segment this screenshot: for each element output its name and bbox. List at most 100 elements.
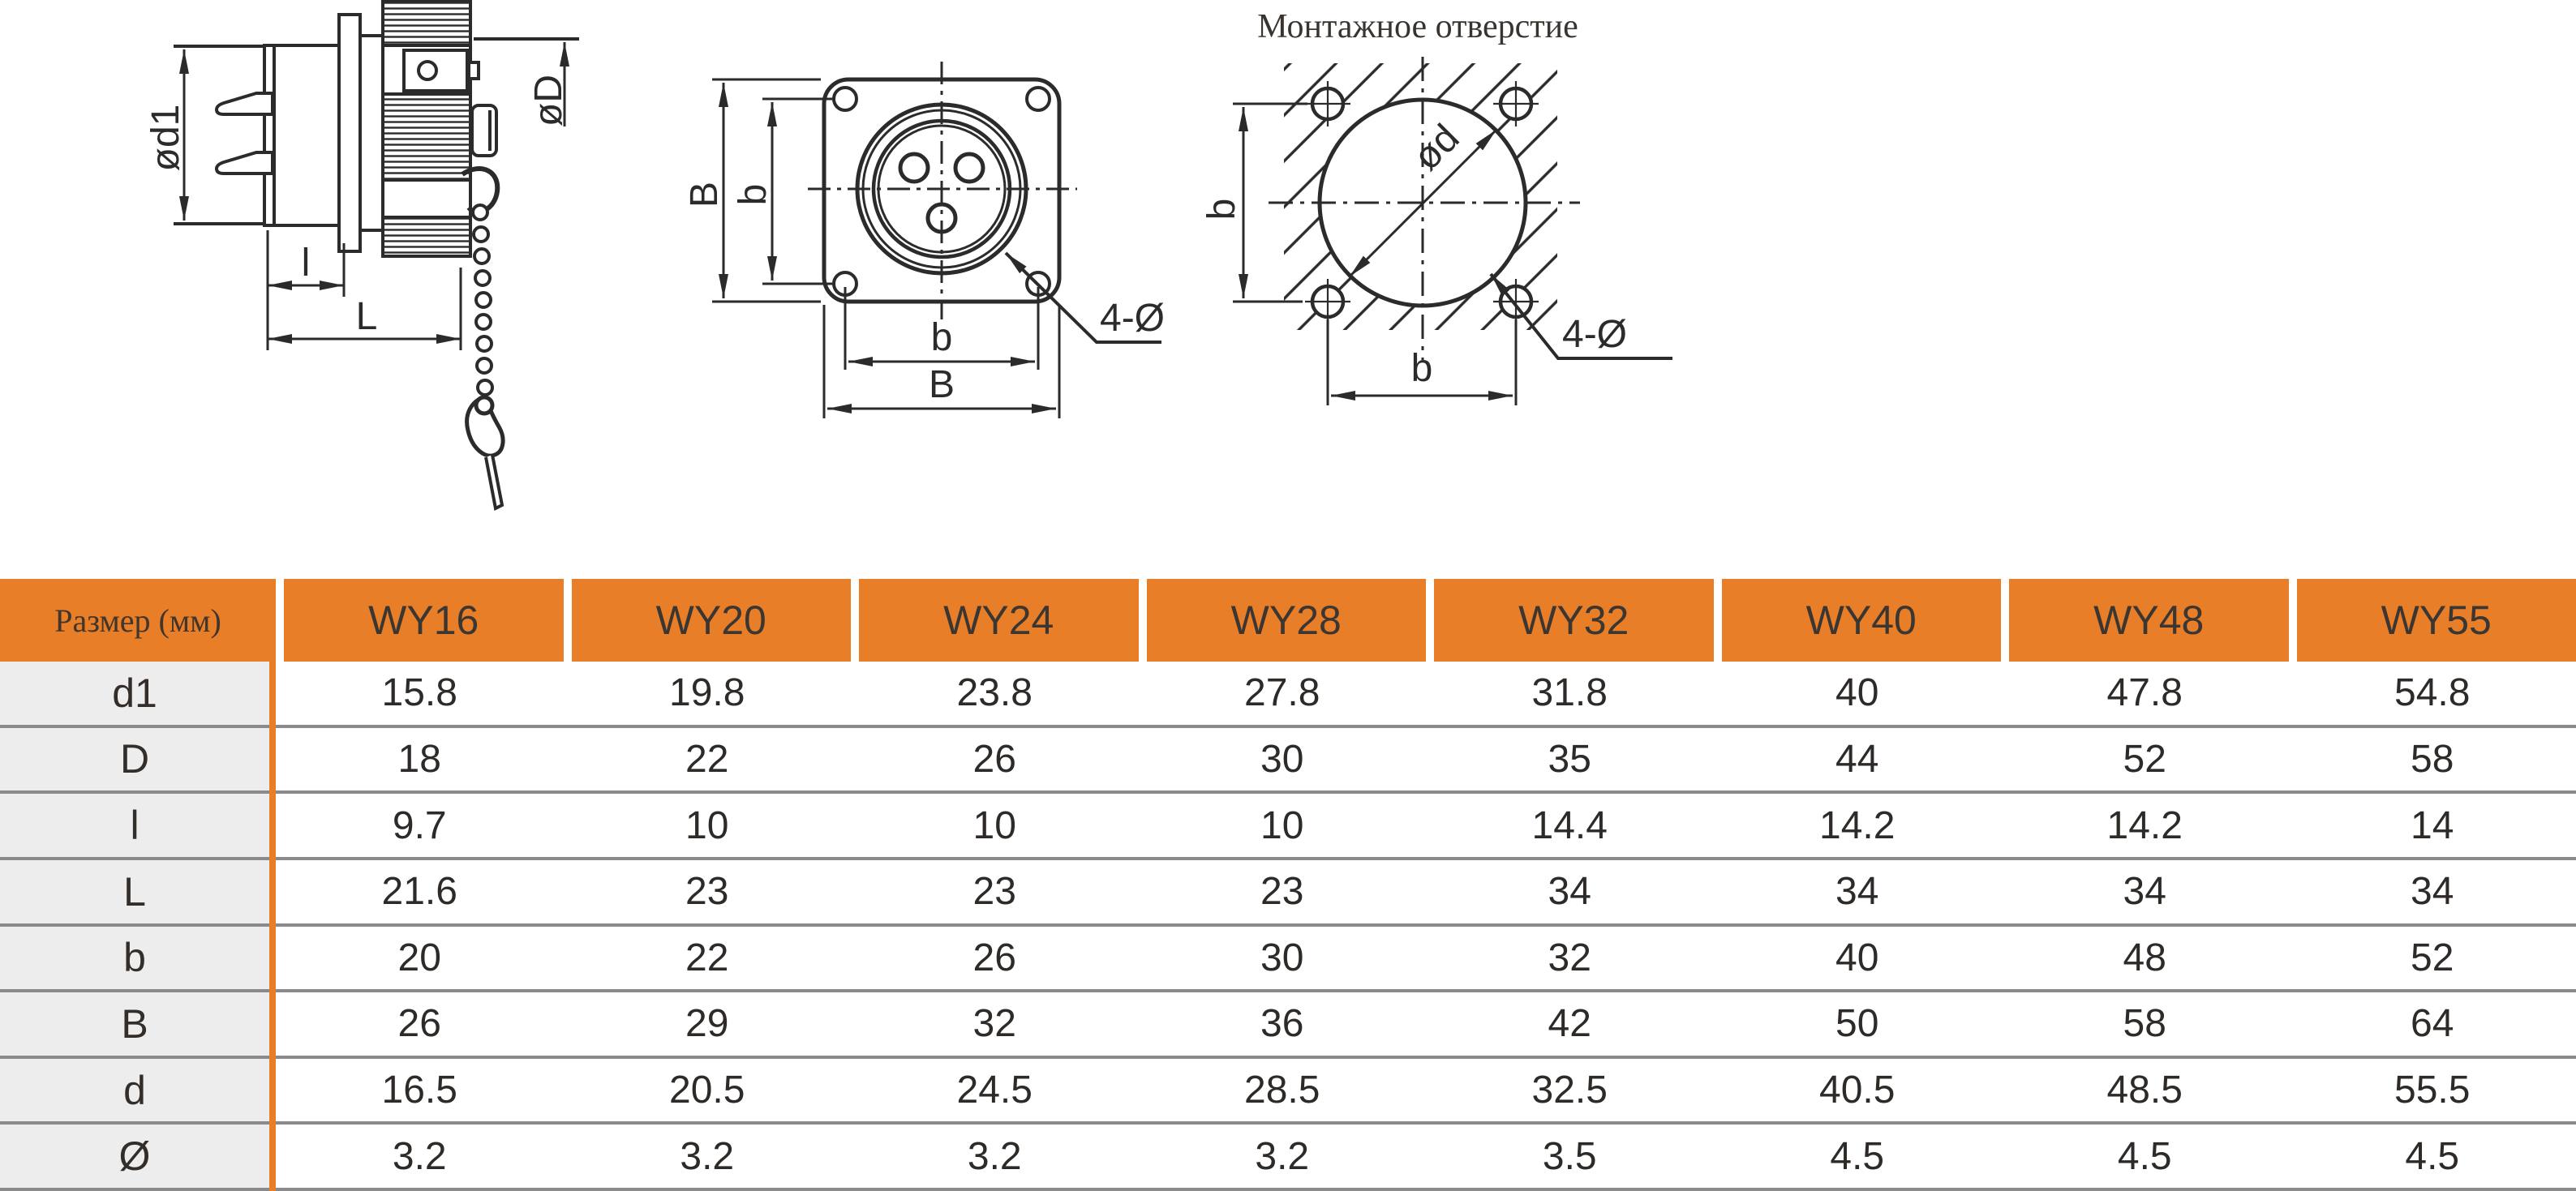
dim-label-B: B bbox=[683, 182, 726, 208]
side-button bbox=[470, 104, 498, 157]
value-cell: 20.5 bbox=[563, 1058, 851, 1125]
value-cell: 40.5 bbox=[1713, 1058, 2001, 1125]
screw-hole bbox=[417, 60, 438, 81]
value-cell: 14.2 bbox=[1713, 794, 2001, 860]
value-cell: 9.7 bbox=[276, 794, 564, 860]
value-cell: 23 bbox=[851, 859, 1139, 927]
plug-body bbox=[263, 44, 341, 227]
pin-hole bbox=[898, 152, 930, 184]
dim-ext-line bbox=[822, 287, 1061, 418]
table-row: b 20 22 26 30 32 40 48 52 bbox=[0, 926, 2576, 993]
column-header-wy40: WY40 bbox=[1721, 579, 2001, 662]
value-cell: 29 bbox=[563, 992, 851, 1059]
leader-line bbox=[1489, 272, 1672, 360]
table-body: d1 15.8 19.8 23.8 27.8 31.8 40 47.8 54.8 D 18 22 26 3… bbox=[0, 662, 2576, 1191]
dim-ext-line bbox=[712, 78, 821, 303]
value-cell: 58 bbox=[2288, 727, 2576, 795]
mounting-hole-drawing: Монтажное отверстие ød b b 4-Ø bbox=[1200, 8, 1672, 405]
value-cell: 42 bbox=[1426, 992, 1714, 1059]
dim-ext-line bbox=[1233, 102, 1307, 303]
value-cell: 26 bbox=[851, 926, 1139, 993]
accent-stripe bbox=[269, 1125, 276, 1191]
value-cell: 34 bbox=[2288, 859, 2576, 927]
value-cell: 10 bbox=[563, 794, 851, 860]
table-header-row: Размер (мм) WY16 WY20 WY24 WY28 WY32 WY40 WY48… bbox=[0, 579, 2576, 662]
value-cell: 3.2 bbox=[1138, 1125, 1426, 1191]
dim-label-b-bottom: b bbox=[931, 316, 953, 359]
accent-stripe bbox=[269, 727, 276, 795]
dim-line-d bbox=[1348, 128, 1498, 278]
dim-label-b: b bbox=[1200, 199, 1243, 221]
table-row: d1 15.8 19.8 23.8 27.8 31.8 40 47.8 54.8 bbox=[0, 662, 2576, 728]
value-cell: 34 bbox=[1713, 859, 2001, 927]
column-header-wy28: WY28 bbox=[1146, 579, 1426, 662]
column-header-wy55: WY55 bbox=[2296, 579, 2576, 662]
dim-label-L: L bbox=[356, 295, 378, 338]
value-cell: 40 bbox=[1713, 926, 2001, 993]
table-row: D 18 22 26 30 35 44 52 58 bbox=[0, 727, 2576, 795]
value-cell: 22 bbox=[563, 727, 851, 795]
value-cell: 30 bbox=[1138, 727, 1426, 795]
holes-note: 4-Ø bbox=[1100, 297, 1165, 340]
dim-label-b: b bbox=[732, 184, 775, 206]
value-cell: 32.5 bbox=[1426, 1058, 1714, 1125]
dim-ext-line bbox=[1326, 319, 1518, 405]
flange-front-view-drawing: B b b B 4-Ø bbox=[683, 62, 1165, 418]
column-header-wy16: WY16 bbox=[284, 579, 564, 662]
side-view-drawing: ød1 øD l L bbox=[144, 0, 579, 511]
column-header-wy48: WY48 bbox=[2009, 579, 2289, 662]
row-label: l bbox=[0, 794, 269, 860]
value-cell: 32 bbox=[851, 992, 1139, 1059]
row-label: Ø bbox=[0, 1125, 269, 1191]
dim-label-D: øD bbox=[527, 75, 570, 126]
cap-ring bbox=[474, 395, 495, 416]
value-cell: 32 bbox=[1426, 926, 1714, 993]
value-cell: 52 bbox=[2288, 926, 2576, 993]
leader-line bbox=[1004, 251, 1161, 344]
value-cell: 64 bbox=[2288, 992, 2576, 1059]
value-cell: 34 bbox=[2001, 859, 2289, 927]
dim-ext-line bbox=[266, 230, 462, 350]
value-cell: 23 bbox=[1138, 859, 1426, 927]
pin-hole bbox=[953, 152, 985, 184]
value-cell: 4.5 bbox=[2001, 1125, 2289, 1191]
value-cell: 22 bbox=[563, 926, 851, 993]
accent-stripe bbox=[269, 926, 276, 993]
contact-pin bbox=[214, 151, 274, 175]
value-cell: 36 bbox=[1138, 992, 1426, 1059]
dim-label-b-bottom: b bbox=[1411, 347, 1433, 390]
flange-plate bbox=[337, 13, 362, 253]
value-cell: 10 bbox=[851, 794, 1139, 860]
table-row: l 9.7 10 10 10 14.4 14.2 14.2 14 bbox=[0, 794, 2576, 860]
accent-stripe bbox=[269, 859, 276, 927]
contact-pin bbox=[214, 92, 274, 116]
column-header-wy20: WY20 bbox=[571, 579, 851, 662]
accent-stripe bbox=[269, 794, 276, 860]
value-cell: 48 bbox=[2001, 926, 2289, 993]
table-row: B 26 29 32 36 42 50 58 64 bbox=[0, 992, 2576, 1059]
column-header-wy32: WY32 bbox=[1434, 579, 1714, 662]
barrel bbox=[358, 34, 384, 232]
key-nub bbox=[467, 61, 480, 80]
value-cell: 24.5 bbox=[851, 1058, 1139, 1125]
value-cell: 21.6 bbox=[276, 859, 564, 927]
row-label: D bbox=[0, 727, 269, 795]
value-cell: 14 bbox=[2288, 794, 2576, 860]
value-cell: 26 bbox=[276, 992, 564, 1059]
value-cell: 19.8 bbox=[563, 662, 851, 728]
value-cell: 10 bbox=[1138, 794, 1426, 860]
value-cell: 31.8 bbox=[1426, 662, 1714, 728]
value-cell: 3.2 bbox=[851, 1125, 1139, 1191]
cap-tail bbox=[484, 454, 504, 511]
value-cell: 47.8 bbox=[2001, 662, 2289, 728]
value-cell: 44 bbox=[1713, 727, 2001, 795]
row-label: L bbox=[0, 859, 269, 927]
value-cell: 16.5 bbox=[276, 1058, 564, 1125]
value-cell: 52 bbox=[2001, 727, 2289, 795]
dimensions-table: Размер (мм) WY16 WY20 WY24 WY28 WY32 WY40 WY48… bbox=[0, 579, 2576, 1191]
table-row: d 16.5 20.5 24.5 28.5 32.5 40.5 48.5 55.5 bbox=[0, 1058, 2576, 1125]
value-cell: 40 bbox=[1713, 662, 2001, 728]
value-cell: 23 bbox=[563, 859, 851, 927]
row-label: B bbox=[0, 992, 269, 1059]
